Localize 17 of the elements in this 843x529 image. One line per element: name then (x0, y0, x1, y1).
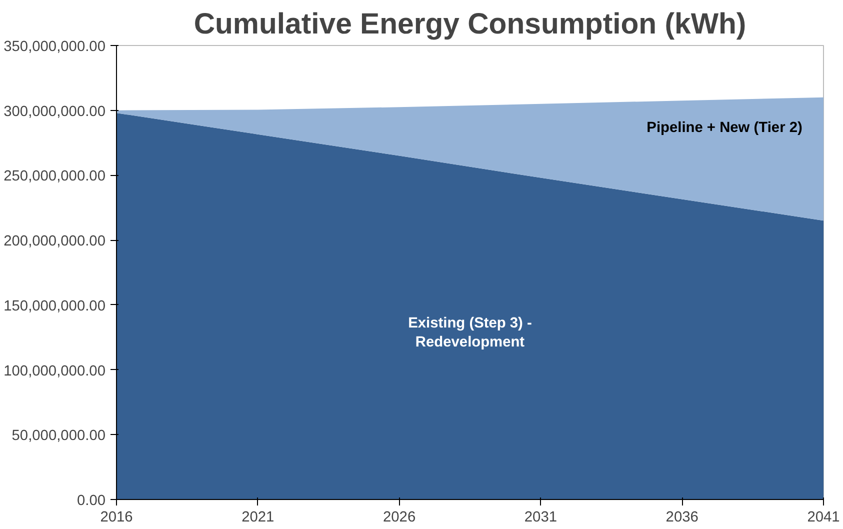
y-tick-label: 150,000,000.00 (4, 298, 106, 314)
series-label: Pipeline + New (Tier 2) (646, 120, 802, 136)
y-tick-label: 250,000,000.00 (4, 168, 106, 185)
y-tick-label: 200,000,000.00 (4, 234, 106, 250)
x-tick-label: 2021 (242, 510, 274, 526)
y-tick-label: 50,000,000.00 (12, 428, 106, 444)
x-tick-label: 2041 (807, 510, 840, 526)
chart-title: Cumulative Energy Consumption (kWh) (194, 8, 746, 40)
y-tick-label: 0.00 (76, 493, 106, 509)
y-tick-label: 350,000,000.00 (4, 39, 106, 55)
x-tick-label: 2031 (524, 510, 558, 526)
y-tick-label: 100,000,000.00 (4, 363, 106, 380)
x-tick-label: 2016 (100, 510, 133, 526)
y-tick-label: 300,000,000.00 (4, 104, 106, 120)
x-tick-label: 2026 (383, 510, 416, 526)
series-label: Existing (Step 3) - Redevelopment (408, 316, 532, 351)
x-tick-label: 2036 (666, 510, 698, 526)
